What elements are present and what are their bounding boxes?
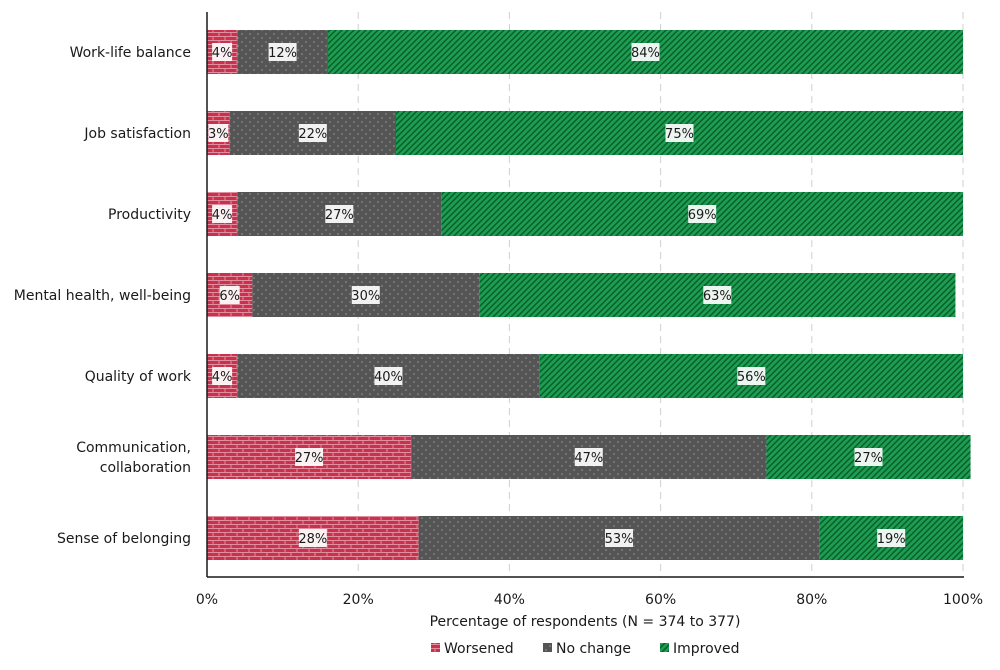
data-label: 4%	[212, 370, 233, 385]
x-tick-label: 40%	[494, 592, 525, 608]
data-label-background	[574, 448, 603, 466]
legend-swatch	[660, 643, 669, 652]
data-label-background	[737, 367, 766, 385]
data-label: 12%	[268, 46, 297, 61]
category-label: Work-life balance	[70, 45, 191, 61]
data-label-background	[351, 286, 380, 304]
data-label: 47%	[574, 451, 603, 466]
data-label-background	[212, 205, 233, 223]
data-label-background	[703, 286, 732, 304]
data-label: 4%	[212, 46, 233, 61]
data-label-background	[665, 124, 694, 142]
data-label-background	[212, 367, 233, 385]
data-label: 4%	[212, 208, 233, 223]
data-label-background	[877, 529, 906, 547]
x-tick-label: 20%	[343, 592, 374, 608]
category-label: Communication, collaboration	[76, 440, 191, 476]
data-label: 40%	[374, 370, 403, 385]
data-label: 22%	[298, 127, 327, 142]
data-label-background	[208, 124, 229, 142]
data-label-background	[219, 286, 240, 304]
data-label: 69%	[688, 208, 717, 223]
x-tick-label: 80%	[796, 592, 827, 608]
legend-item: Improved	[660, 641, 739, 657]
data-label-background	[605, 529, 634, 547]
data-label: 28%	[298, 532, 327, 547]
data-label: 30%	[351, 289, 380, 304]
category-label: Job satisfaction	[83, 126, 191, 142]
legend-swatch	[543, 643, 552, 652]
data-label-background	[325, 205, 354, 223]
legend-item: Worsened	[431, 641, 514, 657]
legend-label: Improved	[673, 641, 739, 657]
legend-label: Worsened	[444, 641, 514, 657]
x-axis-title: Percentage of respondents (N = 374 to 37…	[430, 614, 741, 630]
data-label-background	[854, 448, 883, 466]
axes: 0% 20% 40% 60% 80% 100% Work-life balance Job s…	[14, 12, 983, 608]
data-label: 75%	[665, 127, 694, 142]
legend-label: No change	[556, 641, 631, 657]
data-label: 27%	[325, 208, 354, 223]
data-label-background	[298, 529, 327, 547]
data-label-background	[295, 448, 324, 466]
x-tick-label: 60%	[645, 592, 676, 608]
data-label: 53%	[605, 532, 634, 547]
data-label-background	[268, 43, 297, 61]
category-label: Sense of belonging	[57, 531, 191, 547]
data-label-background	[374, 367, 403, 385]
data-label: 27%	[295, 451, 324, 466]
data-label-background	[212, 43, 233, 61]
legend: Worsened No change Improved	[431, 641, 739, 657]
bars-group: 4% 12% 84% 3% 22% 75% 4% 27% 69% 6% 30% 63% 4% 40% 56%…	[207, 30, 971, 560]
data-label-background	[688, 205, 717, 223]
category-label: Mental health, well-being	[14, 288, 191, 304]
data-label-background	[631, 43, 660, 61]
legend-swatch	[431, 643, 440, 652]
data-label: 63%	[703, 289, 732, 304]
data-label: 3%	[208, 127, 229, 142]
data-label: 19%	[877, 532, 906, 547]
legend-item: No change	[543, 641, 631, 657]
x-tick-label: 0%	[196, 592, 218, 608]
x-tick-label: 100%	[943, 592, 983, 608]
category-label: Productivity	[108, 207, 191, 223]
data-label: 56%	[737, 370, 766, 385]
category-label: Quality of work	[85, 369, 192, 385]
data-label-background	[298, 124, 327, 142]
data-label: 6%	[219, 289, 240, 304]
data-label: 27%	[854, 451, 883, 466]
data-label: 84%	[631, 46, 660, 61]
